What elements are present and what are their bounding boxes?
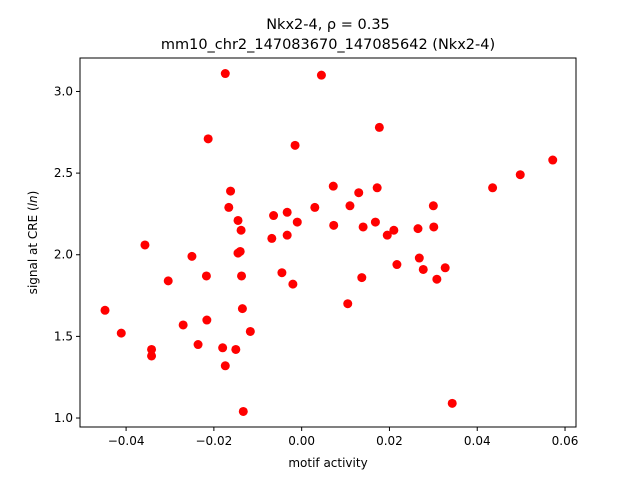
x-tick-label: 0.02 [376, 434, 403, 448]
x-tick-label: −0.04 [108, 434, 145, 448]
data-point-5 [163, 276, 173, 286]
data-point-4 [147, 351, 157, 361]
data-point-47 [389, 225, 399, 235]
y-tick-label: 3.0 [54, 84, 73, 98]
y-axis-label-prefix: signal at CRE ( [26, 206, 40, 294]
data-point-57 [488, 183, 498, 193]
data-point-36 [328, 181, 338, 191]
data-point-52 [428, 201, 438, 211]
data-point-46 [382, 230, 392, 240]
data-point-25 [245, 326, 255, 336]
data-point-40 [354, 188, 364, 198]
data-point-32 [290, 140, 300, 150]
data-point-42 [358, 222, 368, 232]
data-point-10 [202, 315, 212, 325]
data-point-53 [429, 222, 439, 232]
x-axis-label: motif activity [288, 456, 367, 470]
data-point-30 [282, 207, 292, 217]
chart-title-line1: Nkx2-4, ρ = 0.35 [266, 17, 390, 33]
y-tick-label: 2.0 [54, 248, 73, 262]
y-axis-label: signal at CRE (ln) [26, 191, 40, 295]
data-point-29 [282, 230, 292, 240]
data-point-38 [343, 299, 353, 309]
x-tick-label: 0.04 [464, 434, 491, 448]
data-point-24 [238, 406, 248, 416]
data-point-59 [548, 155, 558, 165]
x-tick-label: −0.02 [195, 434, 232, 448]
data-point-3 [147, 344, 157, 354]
data-point-41 [357, 273, 367, 283]
data-point-34 [310, 202, 320, 212]
y-tick-label: 1.0 [54, 411, 73, 425]
data-point-12 [218, 343, 228, 353]
data-point-15 [224, 202, 234, 212]
plot-area-frame [79, 57, 577, 428]
data-point-26 [267, 233, 277, 243]
data-point-33 [292, 217, 302, 227]
data-point-20 [235, 246, 245, 256]
data-point-28 [277, 268, 287, 278]
data-point-31 [288, 279, 298, 289]
chart-title-line2: mm10_chr2_147083670_147085642 (Nkx2-4) [161, 37, 495, 53]
data-point-54 [432, 274, 442, 284]
data-point-9 [201, 271, 211, 281]
data-point-18 [233, 215, 243, 225]
data-point-13 [220, 69, 230, 79]
data-point-39 [345, 201, 355, 211]
data-point-8 [193, 340, 203, 350]
y-tick-label: 1.5 [54, 329, 73, 343]
data-point-16 [226, 186, 236, 196]
data-point-1 [116, 328, 126, 338]
x-tick-label: 0.00 [288, 434, 315, 448]
data-points [100, 69, 558, 416]
data-point-55 [440, 263, 450, 273]
data-point-7 [187, 251, 197, 261]
data-point-56 [447, 398, 457, 408]
x-axis-ticks: −0.04 −0.02 0.00 0.02 0.04 0.06 [108, 427, 579, 448]
data-point-22 [237, 271, 247, 281]
data-point-37 [329, 220, 339, 230]
x-tick-label: 0.06 [552, 434, 579, 448]
data-point-35 [316, 70, 326, 80]
y-axis-ticks: 1.0 1.5 2.0 2.5 3.0 [54, 84, 80, 425]
data-point-17 [231, 344, 241, 354]
data-point-44 [372, 183, 382, 193]
data-point-58 [515, 170, 525, 180]
data-point-23 [237, 304, 247, 314]
y-axis-label-italic: ln [26, 195, 40, 206]
data-point-49 [413, 224, 423, 234]
data-point-27 [269, 211, 279, 221]
data-point-51 [418, 264, 428, 274]
data-point-14 [220, 361, 230, 371]
data-point-50 [414, 253, 424, 263]
data-point-2 [140, 240, 150, 250]
data-point-11 [203, 134, 213, 144]
data-point-0 [100, 305, 110, 315]
y-axis-label-suffix: ) [26, 191, 40, 196]
data-point-43 [370, 217, 380, 227]
data-point-6 [178, 320, 188, 330]
data-point-45 [374, 122, 384, 132]
data-point-21 [236, 225, 246, 235]
y-tick-label: 2.5 [54, 166, 73, 180]
data-point-48 [392, 260, 402, 270]
